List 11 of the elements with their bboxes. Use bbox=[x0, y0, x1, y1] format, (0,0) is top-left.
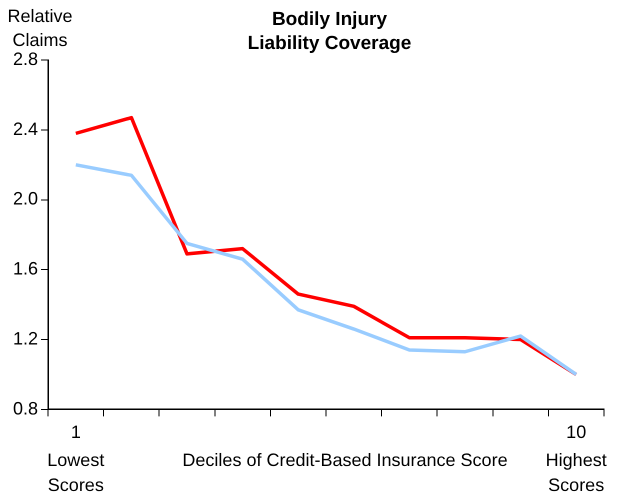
text: Lowest Scores bbox=[46, 449, 106, 497]
y-tick-label: 1.2 bbox=[12, 328, 38, 348]
chart-title: Bodily Injury Liability Coverage bbox=[246, 8, 412, 56]
x-axis-title: Deciles of Credit-Based Insurance Score bbox=[181, 449, 509, 472]
x-tick-label: 1 bbox=[70, 422, 81, 442]
text: Highest Scores bbox=[544, 449, 608, 497]
y-tick-label: 0.8 bbox=[12, 398, 38, 418]
y-tick-label: 2.0 bbox=[12, 188, 38, 209]
x-tick-label: 10 bbox=[566, 422, 586, 442]
y-tick-label: 1.6 bbox=[12, 258, 38, 279]
y-tick-label: 2.4 bbox=[12, 118, 38, 139]
